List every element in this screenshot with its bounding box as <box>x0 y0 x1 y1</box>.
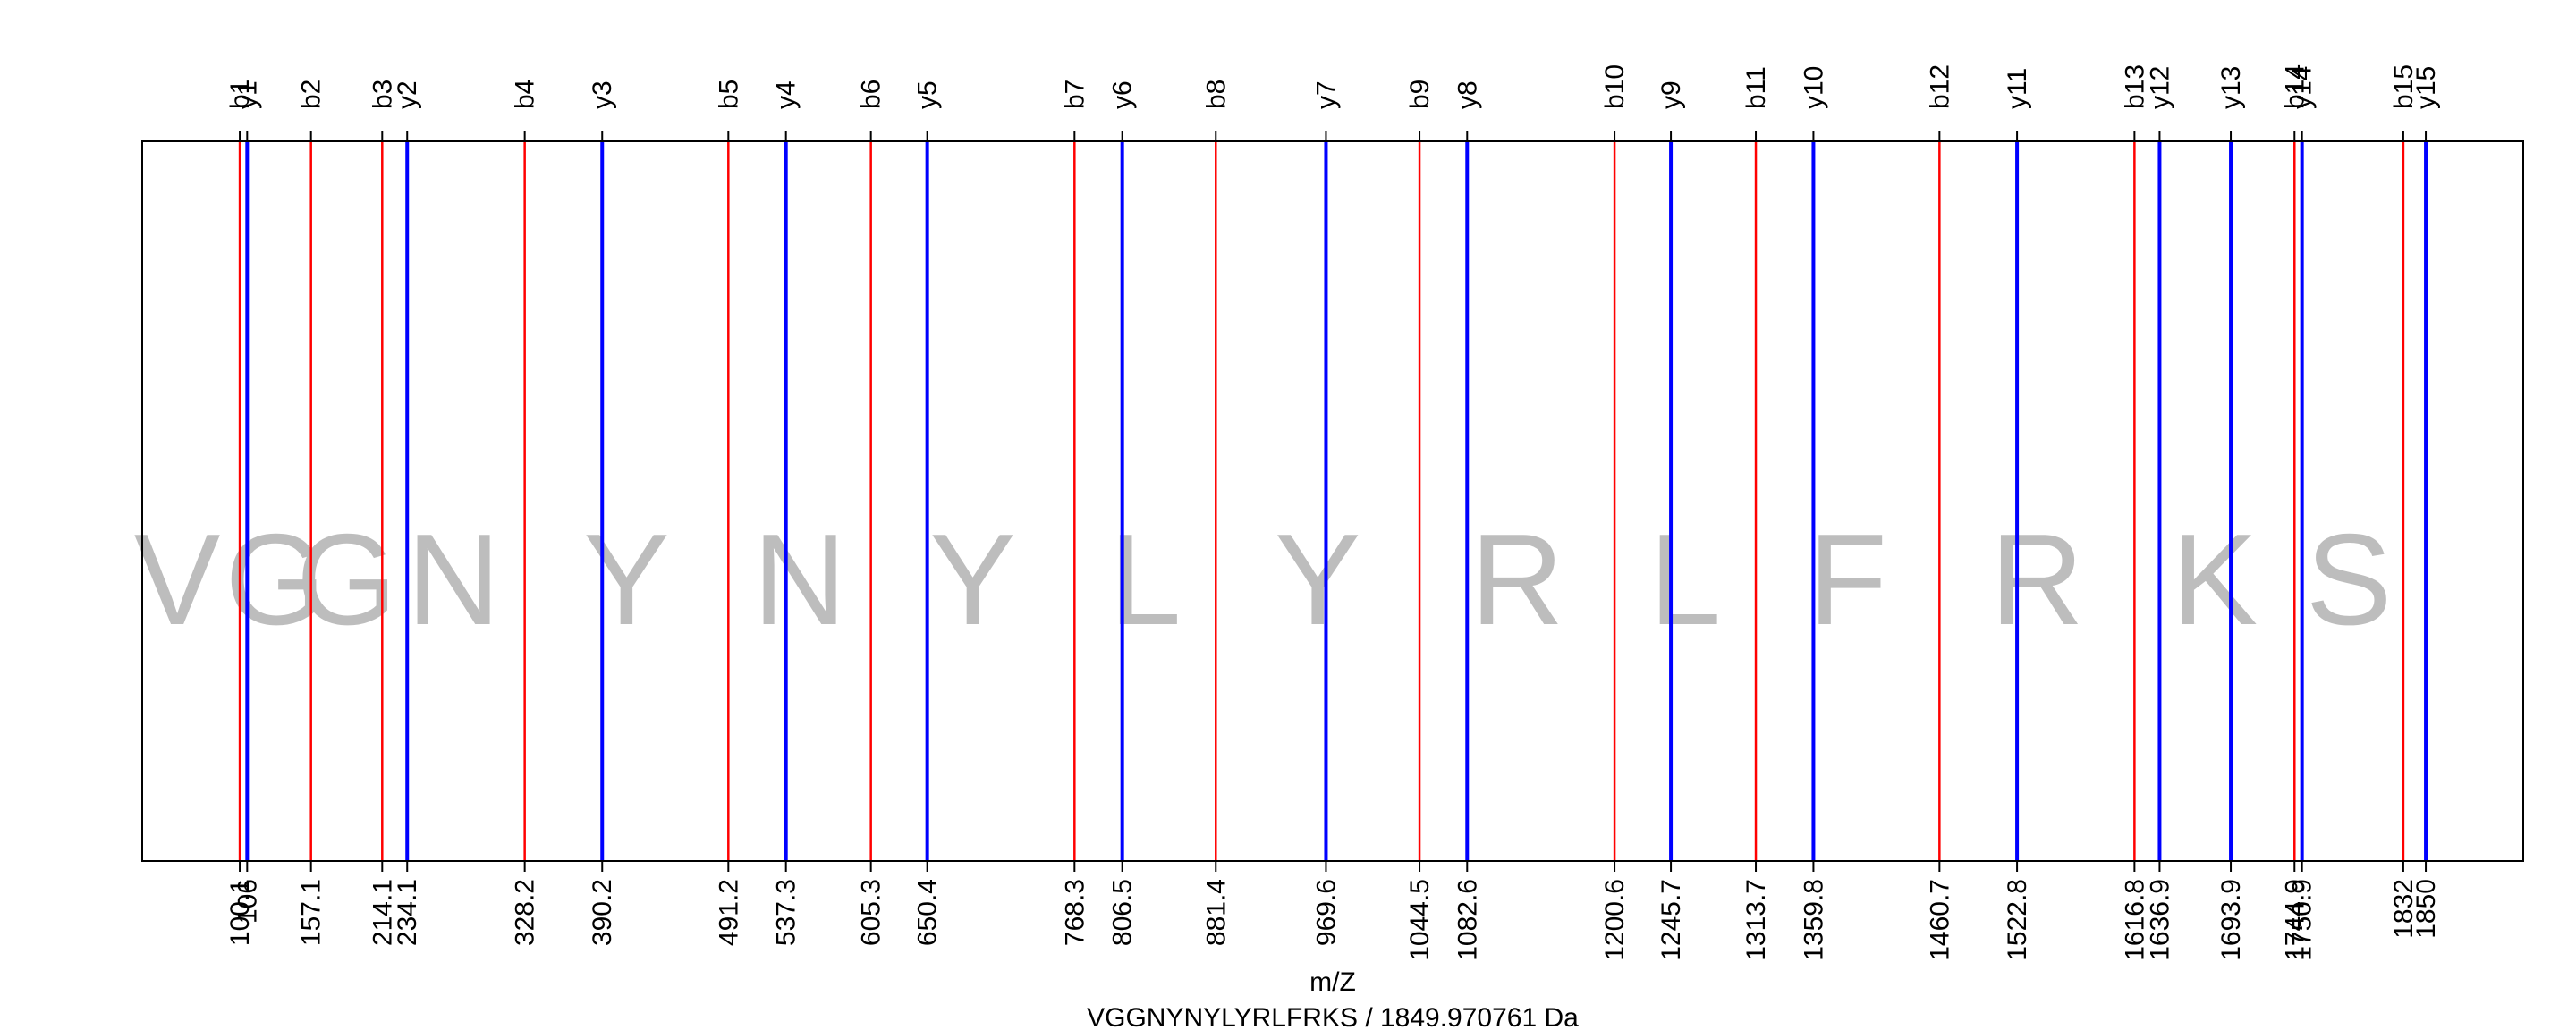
b-ion-label: b13 <box>2120 64 2149 109</box>
residue-letter: L <box>1649 507 1722 652</box>
y-ion-label: y7 <box>1311 80 1341 109</box>
residue-letters: V GG N Y N Y L Y R L F R K S <box>134 507 2393 652</box>
residue-letter: R <box>1470 507 1564 652</box>
residue-letter: Y <box>1275 507 1361 652</box>
residue-letter: Y <box>583 507 670 652</box>
ion-labels: b1 100.1 b2 157.1 b3 214.1 b4 328.2 b5 491.2 b6 605… <box>225 64 2441 961</box>
mz-tick-label: 234.1 <box>393 879 422 946</box>
plot-frame <box>141 140 2524 862</box>
b-ion-label: b4 <box>511 80 540 109</box>
y-ion-label: y1 <box>233 80 262 109</box>
mz-tick-label: 1744.9 <box>2280 879 2309 961</box>
y-ion-label: y10 <box>1799 66 1828 109</box>
y-ion-label: y6 <box>1108 80 1138 109</box>
mz-tick-label: 1636.9 <box>2145 879 2174 961</box>
residue-letter: G <box>225 507 326 652</box>
b-ion-label: b3 <box>368 80 397 109</box>
residue-letter: N <box>753 507 847 652</box>
mz-tick-label: 1750.9 <box>2288 879 2318 961</box>
residue-letter: G <box>296 507 397 652</box>
mz-tick-label: 106 <box>233 879 262 924</box>
x-axis-label: m/Z <box>1309 967 1356 997</box>
mz-tick-label: 1693.9 <box>2216 879 2246 961</box>
mz-tick-label: 768.3 <box>1060 879 1089 946</box>
b-ion-label: b1 <box>225 80 255 109</box>
mz-tick-label: 1522.8 <box>2003 879 2032 961</box>
residue-letter: K <box>2172 507 2258 652</box>
mz-tick-label: 491.2 <box>714 879 743 946</box>
y-ion-label: y9 <box>1657 80 1686 109</box>
mz-tick-label: 1359.8 <box>1799 879 1828 961</box>
mz-tick-label: 1616.8 <box>2120 879 2149 961</box>
b-ion-label: b8 <box>1201 80 1231 109</box>
mz-tick-label: 1200.6 <box>1600 879 1630 961</box>
y-ion-label: y15 <box>2411 66 2441 109</box>
tick-marks <box>239 131 2428 872</box>
y-ion-label: y8 <box>1453 80 1482 109</box>
mz-tick-label: 1460.7 <box>1925 879 1954 961</box>
mz-tick-label: 881.4 <box>1201 879 1231 946</box>
y-ion-label: y4 <box>772 80 801 109</box>
mz-tick-label: 605.3 <box>857 879 886 946</box>
mz-tick-label: 969.6 <box>1311 879 1341 946</box>
mz-tick-label: 214.1 <box>368 879 397 946</box>
mz-tick-label: 100.1 <box>225 879 255 946</box>
residue-letter: F <box>1808 507 1887 652</box>
b-ion-label: b6 <box>857 80 886 109</box>
mz-tick-label: 1245.7 <box>1657 879 1686 961</box>
b-ion-label: b14 <box>2280 64 2309 109</box>
b-ion-label: b5 <box>714 80 743 109</box>
mz-tick-label: 1850 <box>2411 879 2441 939</box>
mz-tick-label: 390.2 <box>588 879 617 946</box>
peptide-caption: VGGNYNYLYRLFRKS / 1849.970761 Da <box>1087 1003 1579 1030</box>
b-ion-label: b15 <box>2389 64 2419 109</box>
mz-tick-label: 806.5 <box>1108 879 1138 946</box>
residue-letter: S <box>2306 507 2393 652</box>
residue-letter: N <box>407 507 501 652</box>
y-ion-label: y13 <box>2216 66 2246 109</box>
y-ion-label: y11 <box>2003 68 2032 109</box>
b-ion-label: b7 <box>1060 80 1089 109</box>
b-ion-label: b12 <box>1925 64 1954 109</box>
mz-tick-label: 1082.6 <box>1453 879 1482 961</box>
mz-tick-label: 1832 <box>2389 879 2419 939</box>
mz-tick-label: 328.2 <box>511 879 540 946</box>
residue-letter: R <box>1990 507 2084 652</box>
b-ion-label: b11 <box>1741 66 1771 109</box>
y-ion-label: y5 <box>913 80 943 109</box>
b-ion-label: b10 <box>1600 64 1630 109</box>
mz-tick-label: 1044.5 <box>1405 879 1435 961</box>
residue-letter: V <box>134 507 221 652</box>
mz-tick-label: 157.1 <box>297 879 326 946</box>
b-ion-label: b2 <box>297 80 326 109</box>
y-ion-label: y14 <box>2288 66 2318 109</box>
b-ion-label: b9 <box>1405 80 1435 109</box>
y-ion-label: y12 <box>2145 66 2174 109</box>
mz-tick-label: 537.3 <box>772 879 801 946</box>
residue-letter: L <box>1109 507 1182 652</box>
y-ion-label: y2 <box>393 80 422 109</box>
ion-lines <box>238 141 2428 861</box>
mz-tick-label: 1313.7 <box>1741 879 1771 961</box>
y-ion-label: y3 <box>588 80 617 109</box>
residue-letter: Y <box>929 507 1016 652</box>
mz-tick-label: 650.4 <box>913 879 943 946</box>
